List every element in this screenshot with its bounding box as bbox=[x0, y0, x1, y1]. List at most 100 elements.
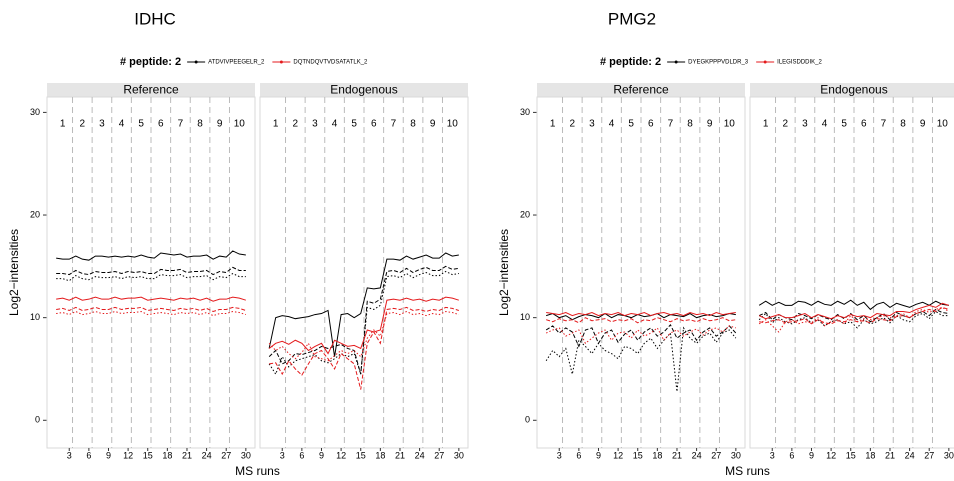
x-tick-label: 3 bbox=[557, 450, 562, 460]
y-tick-label: 10 bbox=[30, 312, 40, 322]
group-label: 2 bbox=[293, 119, 299, 130]
x-tick-label: 24 bbox=[905, 450, 915, 460]
group-label: 5 bbox=[628, 119, 634, 130]
strip bbox=[47, 83, 255, 97]
group-label: 9 bbox=[217, 119, 223, 130]
group-label: 1 bbox=[550, 119, 556, 130]
group-label: 4 bbox=[332, 119, 338, 130]
data-line bbox=[545, 323, 737, 348]
group-label: 2 bbox=[783, 119, 789, 130]
data-line bbox=[546, 311, 736, 317]
y-tick-label: 0 bbox=[525, 415, 530, 425]
data-line bbox=[758, 308, 949, 323]
data-line bbox=[56, 306, 246, 313]
x-tick-label: 6 bbox=[789, 450, 794, 460]
x-tick-label: 9 bbox=[596, 450, 601, 460]
legend-label: ATDVIVPEEGELR_2 bbox=[208, 60, 265, 66]
strip bbox=[750, 83, 954, 97]
data-line bbox=[758, 299, 949, 311]
group-label: 6 bbox=[371, 119, 377, 130]
strip bbox=[260, 83, 468, 97]
x-tick-label: 12 bbox=[336, 450, 346, 460]
strip-label: Reference bbox=[123, 83, 179, 97]
legend-marker bbox=[763, 60, 767, 64]
x-tick-label: 24 bbox=[692, 450, 702, 460]
group-label: 5 bbox=[841, 119, 847, 130]
legend-label: DYEGKPPPVDLDR_3 bbox=[688, 60, 749, 66]
y-tick-label: 20 bbox=[30, 209, 40, 219]
x-tick-label: 21 bbox=[885, 450, 895, 460]
x-tick-label: 12 bbox=[613, 450, 623, 460]
group-label: 10 bbox=[234, 119, 246, 130]
group-label: 1 bbox=[60, 119, 66, 130]
group-label: 7 bbox=[668, 119, 674, 130]
group-label: 5 bbox=[351, 119, 357, 130]
x-tick-label: 27 bbox=[221, 450, 231, 460]
x-tick-label: 30 bbox=[241, 450, 251, 460]
data-line bbox=[268, 296, 459, 355]
group-label: 10 bbox=[447, 119, 459, 130]
x-tick-label: 18 bbox=[865, 450, 875, 460]
group-label: 7 bbox=[391, 119, 397, 130]
group-label: 8 bbox=[687, 119, 693, 130]
x-tick-label: 12 bbox=[826, 450, 836, 460]
lines bbox=[545, 311, 737, 392]
x-tick-label: 21 bbox=[672, 450, 682, 460]
x-tick-label: 27 bbox=[434, 450, 444, 460]
group-label: 7 bbox=[881, 119, 887, 130]
x-tick-label: 3 bbox=[280, 450, 285, 460]
x-tick-label: 9 bbox=[319, 450, 324, 460]
x-tick-label: 21 bbox=[182, 450, 192, 460]
group-label: 1 bbox=[273, 119, 279, 130]
data-line bbox=[56, 250, 246, 261]
group-label: 10 bbox=[937, 119, 949, 130]
legend-title: # peptide: 2 bbox=[120, 56, 181, 68]
group-label: 3 bbox=[589, 119, 595, 130]
x-tick-label: 3 bbox=[67, 450, 72, 460]
x-tick-label: 9 bbox=[106, 450, 111, 460]
data-line bbox=[269, 306, 459, 390]
x-tick-label: 6 bbox=[86, 450, 91, 460]
data-line bbox=[546, 312, 736, 321]
legend-label: ILEGISDDDIK_2 bbox=[777, 60, 822, 66]
data-line bbox=[759, 306, 949, 325]
lines bbox=[268, 252, 459, 390]
x-tick-label: 24 bbox=[202, 450, 212, 460]
y-tick-label: 20 bbox=[520, 209, 530, 219]
x-tick-label: 15 bbox=[356, 450, 366, 460]
x-tick-label: 15 bbox=[846, 450, 856, 460]
lines bbox=[758, 299, 950, 333]
group-label: 4 bbox=[822, 119, 828, 130]
data-line bbox=[758, 302, 949, 320]
chart-title: PMG2 bbox=[608, 9, 656, 28]
data-line bbox=[56, 266, 246, 276]
group-label: 5 bbox=[138, 119, 144, 130]
legend-label: DQTNDQVTVDSATATLK_2 bbox=[293, 60, 368, 66]
data-line bbox=[56, 296, 246, 302]
group-label: 10 bbox=[724, 119, 736, 130]
x-tick-label: 30 bbox=[454, 450, 464, 460]
data-line bbox=[546, 317, 736, 324]
x-tick-label: 18 bbox=[652, 450, 662, 460]
group-label: 9 bbox=[707, 119, 713, 130]
strip bbox=[537, 83, 745, 97]
x-tick-label: 6 bbox=[576, 450, 581, 460]
x-tick-label: 27 bbox=[924, 450, 934, 460]
group-label: 3 bbox=[802, 119, 808, 130]
group-label: 6 bbox=[861, 119, 867, 130]
strip-label: Reference bbox=[613, 83, 669, 97]
legend-marker bbox=[279, 60, 283, 64]
group-label: 3 bbox=[312, 119, 318, 130]
data-line bbox=[268, 252, 459, 357]
panel-frame bbox=[749, 96, 954, 449]
group-label: 6 bbox=[648, 119, 654, 130]
group-label: 8 bbox=[410, 119, 416, 130]
legend-marker bbox=[674, 60, 678, 64]
x-tick-label: 24 bbox=[415, 450, 425, 460]
x-tick-label: 18 bbox=[375, 450, 385, 460]
x-tick-label: 15 bbox=[633, 450, 643, 460]
data-line bbox=[268, 310, 459, 362]
group-label: 6 bbox=[158, 119, 164, 130]
